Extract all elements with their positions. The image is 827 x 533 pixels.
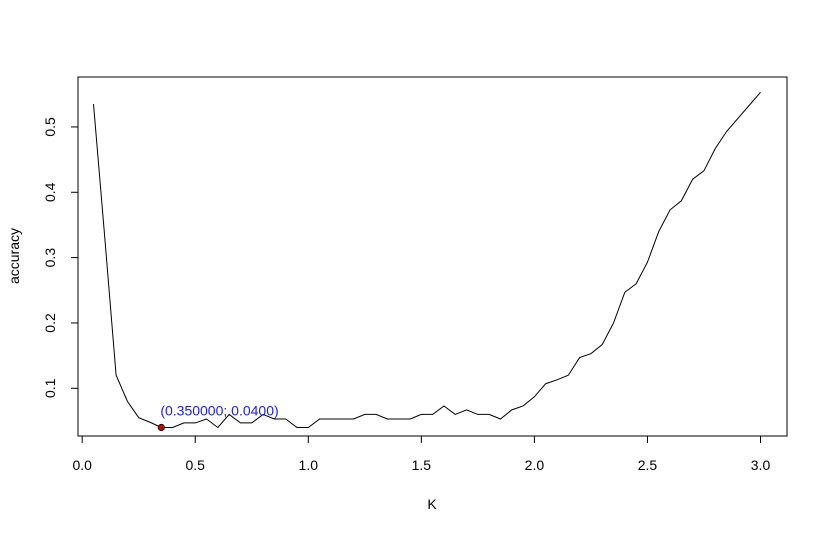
y-tick-label: 0.3	[42, 248, 58, 268]
x-tick-label: 0.5	[186, 457, 206, 473]
y-axis-label: accuracy	[6, 228, 22, 284]
x-tick-label: 3.0	[751, 457, 771, 473]
y-axis: 0.1 0.2 0.3 0.4 0.5	[42, 117, 79, 398]
y-tick-label: 0.5	[42, 117, 58, 137]
x-tick-label: 1.0	[299, 457, 319, 473]
plot-box	[77, 76, 788, 437]
x-tick-label: 2.5	[638, 457, 658, 473]
x-tick-label: 1.5	[412, 457, 432, 473]
x-axis: 0.0 0.5 1.0 1.5 2.0 2.5 3.0	[72, 435, 771, 473]
highlight-annotation: (0.350000; 0.0400)	[160, 403, 278, 419]
x-axis-label: K	[427, 496, 437, 512]
x-tick-label: 0.0	[72, 457, 92, 473]
x-tick-label: 2.0	[525, 457, 545, 473]
y-tick-label: 0.2	[42, 313, 58, 333]
accuracy-series-line	[93, 91, 761, 429]
highlight-point	[157, 423, 165, 432]
y-tick-label: 0.4	[42, 182, 58, 202]
y-tick-label: 0.1	[42, 378, 58, 398]
